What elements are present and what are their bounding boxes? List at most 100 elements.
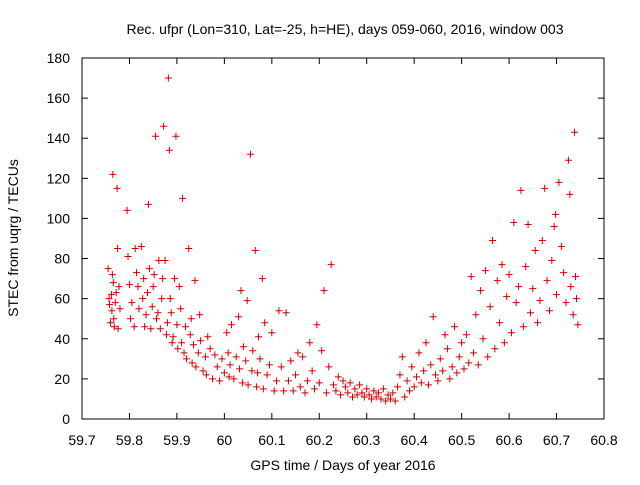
data-point bbox=[301, 389, 309, 397]
y-tick-label: 40 bbox=[54, 331, 70, 347]
data-point bbox=[209, 375, 216, 383]
data-point bbox=[398, 353, 406, 361]
data-point bbox=[526, 309, 534, 317]
data-point bbox=[224, 349, 232, 357]
data-point bbox=[496, 319, 504, 327]
y-axis-label: STEC from uqrg / TECUs bbox=[5, 159, 21, 317]
data-point bbox=[150, 271, 158, 279]
data-point bbox=[519, 323, 527, 331]
data-point bbox=[206, 345, 214, 353]
data-point bbox=[522, 263, 530, 271]
data-point bbox=[137, 243, 145, 251]
data-point bbox=[427, 361, 435, 369]
data-point bbox=[503, 293, 511, 301]
data-point bbox=[177, 305, 185, 313]
data-point bbox=[292, 371, 300, 379]
data-point bbox=[505, 271, 513, 279]
x-axis-label: GPS time / Days of year 2016 bbox=[250, 457, 435, 473]
data-point bbox=[243, 297, 251, 305]
data-point bbox=[574, 321, 582, 329]
data-point bbox=[424, 381, 432, 389]
data-point bbox=[545, 307, 553, 315]
data-point bbox=[391, 397, 399, 405]
data-point bbox=[134, 283, 142, 291]
data-point bbox=[158, 295, 166, 303]
data-point bbox=[467, 273, 475, 281]
x-tick-label: 60.5 bbox=[448, 432, 475, 448]
data-point bbox=[253, 383, 261, 391]
data-point bbox=[218, 355, 226, 363]
data-point bbox=[493, 277, 501, 285]
data-point bbox=[552, 210, 560, 218]
data-point bbox=[255, 333, 263, 341]
axis-ticks: 59.7 59.8 59.9 60 60.1 60.2 60.3 60.4 60.5 60.6 60… bbox=[47, 50, 618, 448]
data-point bbox=[529, 285, 537, 293]
data-point bbox=[548, 257, 556, 265]
data-point bbox=[434, 377, 442, 385]
data-point bbox=[460, 365, 468, 373]
y-tick-label: 60 bbox=[54, 291, 70, 307]
data-point bbox=[192, 363, 200, 371]
data-point bbox=[405, 387, 413, 395]
data-point bbox=[155, 257, 163, 265]
data-point bbox=[332, 387, 340, 395]
data-point bbox=[370, 387, 378, 395]
data-point bbox=[448, 363, 456, 371]
data-point bbox=[110, 315, 118, 323]
data-point bbox=[179, 194, 187, 202]
data-point bbox=[560, 269, 568, 277]
data-point bbox=[152, 132, 160, 140]
data-point bbox=[367, 395, 375, 403]
data-point bbox=[341, 383, 349, 391]
data-point bbox=[104, 265, 112, 273]
data-point bbox=[394, 383, 402, 391]
data-point bbox=[375, 389, 383, 397]
data-point bbox=[106, 301, 114, 309]
data-point bbox=[531, 247, 539, 255]
data-point bbox=[346, 379, 354, 387]
data-point bbox=[413, 373, 421, 381]
data-point bbox=[318, 347, 326, 355]
data-point bbox=[226, 361, 234, 369]
data-point bbox=[462, 331, 470, 339]
data-point bbox=[353, 391, 361, 399]
data-point bbox=[432, 371, 440, 379]
data-point bbox=[534, 319, 542, 327]
data-point bbox=[510, 218, 518, 226]
data-point bbox=[273, 377, 281, 385]
data-point bbox=[384, 391, 392, 399]
data-point bbox=[481, 267, 489, 275]
data-point bbox=[270, 387, 278, 395]
data-point bbox=[248, 367, 256, 375]
data-point bbox=[389, 389, 397, 397]
data-point bbox=[163, 319, 171, 327]
y-tick-label: 0 bbox=[62, 411, 70, 427]
data-point bbox=[512, 299, 520, 307]
data-point bbox=[524, 220, 532, 228]
data-point bbox=[261, 319, 269, 327]
data-point bbox=[133, 269, 141, 277]
data-point bbox=[148, 303, 156, 311]
data-point bbox=[204, 333, 212, 341]
data-point bbox=[486, 303, 494, 311]
data-point bbox=[455, 353, 463, 361]
chart-title: Rec. ufpr (Lon=310, Lat=-25, h=HE), days… bbox=[126, 21, 563, 37]
data-point bbox=[142, 311, 150, 319]
data-point bbox=[365, 391, 373, 399]
data-point bbox=[277, 363, 285, 371]
data-point bbox=[227, 321, 235, 329]
data-point bbox=[239, 343, 247, 351]
x-tick-label: 60.8 bbox=[590, 432, 617, 448]
data-point bbox=[171, 275, 179, 283]
x-tick-label: 60.6 bbox=[495, 432, 522, 448]
data-point bbox=[358, 389, 366, 397]
y-tick-label: 120 bbox=[47, 170, 71, 186]
data-point bbox=[441, 331, 449, 339]
data-point bbox=[386, 395, 394, 403]
data-point bbox=[244, 381, 252, 389]
data-point bbox=[453, 369, 461, 377]
data-point bbox=[564, 156, 572, 164]
data-point bbox=[417, 379, 425, 387]
data-point bbox=[190, 341, 198, 349]
data-point bbox=[396, 371, 404, 379]
